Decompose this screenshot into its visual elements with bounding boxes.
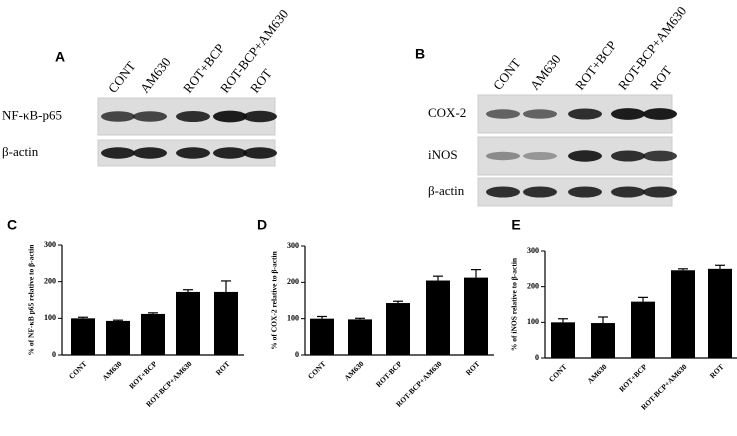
lane-label: CONT [105,59,139,96]
x-tick-label: AM630 [342,359,365,382]
x-tick-label: ROT+BCP [617,362,649,394]
band [243,147,277,159]
band [133,111,167,122]
panel-label: D [257,217,267,233]
band [611,108,645,120]
bar [631,301,655,358]
panel-label: E [511,217,520,233]
x-tick-label: ROT-BCP [374,359,404,389]
band [243,110,277,123]
band [486,151,520,161]
band [568,150,602,162]
y-tick-label: 100 [287,313,299,322]
lane-label: ROT+BCP [572,38,619,93]
x-tick-label: ROT [214,359,232,377]
y-tick-label: 200 [527,281,539,290]
y-tick-label: 100 [44,313,56,322]
bar [310,318,334,355]
y-tick-label: 200 [44,276,56,285]
band [176,147,210,159]
y-tick-label: 0 [535,353,539,362]
band [213,110,247,123]
row-label: NF-κB-p65 [2,107,62,122]
bar [551,322,575,358]
band [611,186,645,198]
bar [106,320,130,355]
bar [464,277,488,355]
row-label: β-actin [2,144,39,159]
band [523,109,557,119]
y-tick-label: 300 [287,241,299,250]
band [101,147,135,159]
bar [708,268,732,358]
bar [671,270,695,358]
y-axis-label: % of iNOS relative to β-actin [510,257,519,351]
band [568,186,602,198]
x-tick-label: AM630 [585,362,608,385]
lane-label: ROT [247,66,275,96]
band [486,186,520,198]
bar [348,319,372,355]
row-label: β-actin [428,183,465,198]
band [486,109,520,119]
y-tick-label: 200 [287,277,299,286]
x-tick-label: AM630 [100,359,123,382]
band [643,108,677,120]
band [101,111,135,122]
x-tick-label: CONT [67,359,89,381]
band [523,151,557,161]
y-tick-label: 300 [44,240,56,249]
lane-label: AM630 [137,55,174,96]
bar [176,291,200,355]
band [523,186,557,198]
band [611,150,645,162]
y-axis-label: % of NF-κB p65 relative to β-actin [27,244,36,356]
bar [214,291,238,355]
row-label: COX-2 [428,105,466,120]
bar [386,303,410,355]
x-tick-label: ROT [708,362,726,380]
bar [591,323,615,358]
y-axis-label: % of COX-2 relative to β-actin [270,250,279,349]
band [133,147,167,159]
row-label: iNOS [428,147,458,162]
y-tick-label: 0 [52,350,56,359]
x-tick-label: CONT [547,362,569,384]
panel-label: A [55,49,65,65]
lane-label: CONT [490,56,524,93]
band [176,110,210,123]
panel-label: B [415,46,425,62]
x-tick-label: CONT [306,359,328,381]
band [568,108,602,120]
lane-label: AM630 [527,52,564,93]
x-tick-label: ROT [464,359,482,377]
band [213,147,247,159]
panel-label: C [7,217,17,233]
lane-label: ROT [647,63,675,93]
bar [426,280,450,355]
y-tick-label: 300 [527,246,539,255]
y-tick-label: 100 [527,317,539,326]
y-tick-label: 0 [295,350,299,359]
band [643,150,677,162]
bar [71,318,95,355]
bar [141,313,165,355]
x-tick-label: ROT+BCP [127,359,159,391]
band [643,186,677,198]
